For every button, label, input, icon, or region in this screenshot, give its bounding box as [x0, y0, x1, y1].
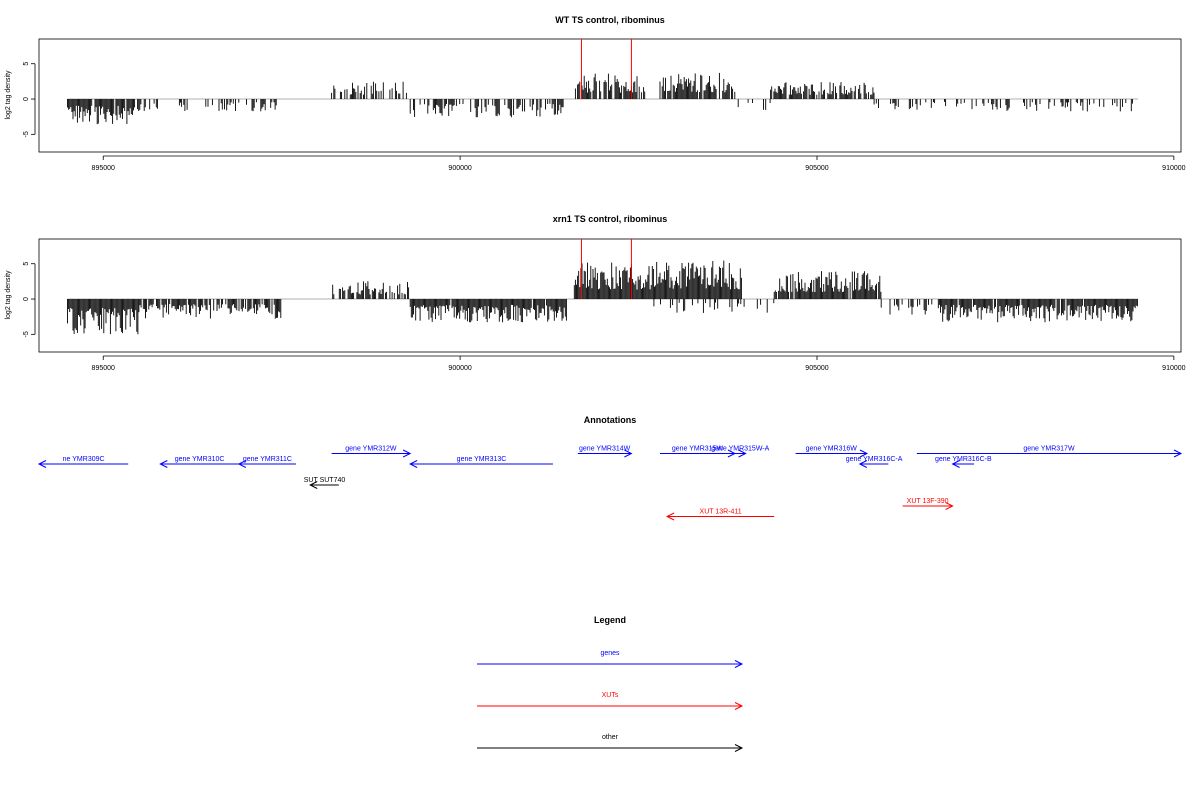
legend-entry-xut: XUTs — [477, 692, 744, 710]
panel-wt-ts-control: WT TS control, ribominus log2 tag densit… — [5, 15, 1186, 172]
arrow-head — [945, 502, 954, 510]
feature-label: gene YMR312W — [345, 446, 397, 453]
panel-title: xrn1 TS control, ribominus — [553, 214, 668, 224]
feature-label: SUT SUT740 — [304, 477, 346, 484]
feature-label: gene YMR316C-B — [935, 456, 992, 463]
feature-label: gene YMR316W — [806, 446, 858, 453]
feature-label: XUT 13R-411 — [700, 509, 742, 516]
arrow-head — [858, 460, 868, 468]
x-tick-label: 895000 — [92, 365, 115, 372]
y-tick-label: 5 — [23, 62, 30, 66]
annotation-gene: gene YMR311C — [237, 456, 296, 468]
arrow-head — [409, 460, 418, 468]
feature-label: gene YMR315W-A — [711, 446, 769, 453]
panel-title: WT TS control, ribominus — [555, 15, 665, 25]
annotations-section: Annotations ne YMR309C gene YMR310C gene Y… — [37, 415, 1183, 521]
arrow-head — [738, 449, 747, 458]
annotation-gene: gene YMR316C-B — [935, 456, 992, 468]
arrow-head — [159, 460, 168, 468]
arrow-head — [734, 702, 744, 710]
arrow-head — [1173, 449, 1183, 458]
feature-label: gene YMR310C — [175, 456, 225, 463]
x-tick-label: 905000 — [805, 165, 828, 172]
arrow-head — [734, 744, 744, 752]
annotation-gene: gene YMR314W — [577, 446, 633, 458]
y-tick-label: 0 — [23, 297, 30, 301]
feature-label: ne YMR309C — [63, 456, 105, 463]
arrow-head — [734, 660, 744, 668]
annotation-gene: gene YMR316C-A — [846, 456, 903, 468]
x-tick-label: 900000 — [448, 365, 471, 372]
legend-label: XUTs — [602, 692, 619, 699]
legend-title: Legend — [594, 615, 626, 625]
plot-frame — [38, 38, 1182, 153]
y-axis-label: log2 tag density — [5, 70, 12, 120]
feature-label: gene YMR314W — [579, 446, 631, 453]
x-tick-label: 895000 — [92, 165, 115, 172]
arrow-head — [402, 449, 412, 458]
y-axis-label: log2 tag density — [5, 270, 12, 320]
panel-xrn1-ts-control: xrn1 TS control, ribominus log2 tag dens… — [5, 214, 1186, 372]
axes: -5 0 5 895000 900000 905000 910000 — [23, 262, 1186, 372]
annotation-gene: gene YMR312W — [331, 446, 412, 458]
x-tick-label: 900000 — [448, 165, 471, 172]
annotation-gene: gene YMR315W-A — [711, 446, 770, 458]
y-tick-label: 0 — [23, 97, 30, 101]
legend-entry-gene: genes — [477, 650, 744, 668]
arrow-head — [665, 512, 675, 521]
x-tick-label: 905000 — [805, 365, 828, 372]
feature-label: gene YMR313C — [457, 456, 507, 463]
annotation-gene: gene YMR310C — [159, 456, 239, 468]
annotation-features: ne YMR309C gene YMR310C gene YMR311C gene Y… — [37, 446, 1183, 521]
legend-label: other — [602, 734, 619, 741]
density-bars — [67, 39, 1139, 125]
feature-label: gene YMR317W — [1023, 446, 1075, 453]
annotation-gene: gene YMR313C — [409, 456, 553, 468]
legend-section: Legend genes XUTs other — [477, 615, 744, 752]
arrow-head — [37, 460, 47, 468]
annotation-other: SUT SUT740 — [304, 477, 346, 489]
annotations-title: Annotations — [584, 415, 637, 425]
arrow-head — [237, 460, 247, 468]
arrow-head — [624, 449, 633, 458]
legend-entries: genes XUTs other — [477, 650, 744, 752]
annotation-gene: gene YMR316W — [795, 446, 869, 458]
arrow-head — [309, 481, 318, 489]
annotation-gene: gene YMR315W — [659, 446, 737, 458]
legend-entry-other: other — [477, 734, 744, 752]
arrow-head — [727, 449, 737, 458]
y-tick-label: 5 — [23, 262, 30, 266]
x-tick-label: 910000 — [1162, 165, 1185, 172]
feature-label: gene YMR315W — [672, 446, 724, 453]
y-tick-label: -5 — [23, 131, 30, 137]
feature-label: XUT 13F-390 — [907, 498, 949, 505]
arrow-head — [951, 460, 960, 468]
density-bars — [67, 239, 1139, 335]
feature-label: gene YMR316C-A — [846, 456, 903, 463]
annotation-xut: XUT 13R-411 — [665, 509, 775, 521]
annotation-gene: gene YMR317W — [916, 446, 1183, 458]
x-tick-label: 910000 — [1162, 365, 1185, 372]
annotation-gene: ne YMR309C — [37, 456, 129, 468]
legend-label: genes — [600, 650, 620, 657]
plot-frame — [38, 238, 1182, 353]
annotation-xut: XUT 13F-390 — [902, 498, 954, 510]
feature-label: gene YMR311C — [243, 456, 292, 463]
axes: -5 0 5 895000 900000 905000 910000 — [23, 62, 1186, 172]
y-tick-label: -5 — [23, 331, 30, 337]
arrow-head — [859, 449, 869, 458]
